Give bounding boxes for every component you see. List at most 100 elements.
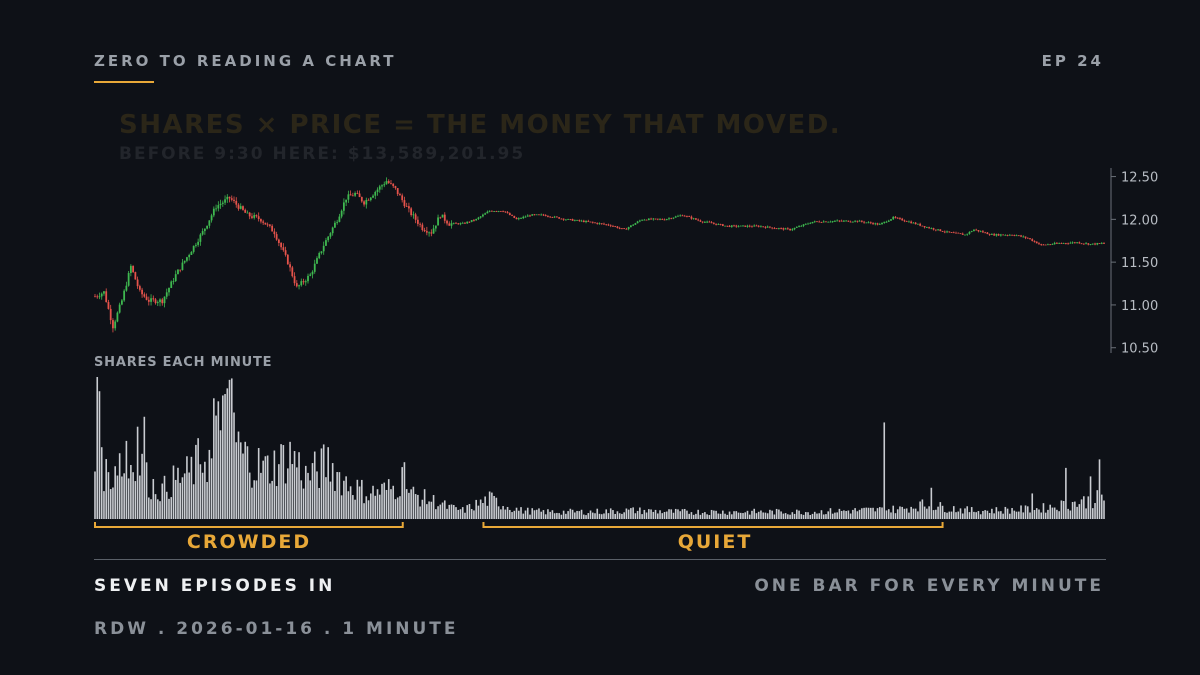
volume-bar — [493, 495, 495, 519]
volume-bar — [419, 506, 421, 519]
candle — [730, 224, 733, 228]
volume-bar — [1091, 508, 1094, 519]
candle — [780, 227, 783, 230]
candle — [316, 256, 318, 265]
candle-body — [1082, 243, 1085, 245]
volume-bar — [486, 505, 489, 519]
volume-bar — [648, 509, 650, 519]
volume-bar — [580, 509, 583, 519]
candle-body — [369, 197, 372, 201]
candle — [529, 214, 531, 217]
candle — [455, 222, 457, 224]
candle — [1031, 238, 1034, 242]
volume-bar — [706, 514, 708, 519]
volume-bar — [127, 478, 130, 519]
candle-body — [887, 220, 890, 222]
volume-bar — [908, 512, 910, 519]
volume-bar — [264, 456, 267, 519]
candle-body — [295, 283, 298, 287]
volume-bar — [343, 480, 345, 519]
candle-body — [607, 224, 610, 226]
volume-bar — [349, 486, 352, 519]
candle — [540, 213, 543, 216]
volume-bar — [621, 513, 623, 519]
candle-body — [717, 224, 720, 225]
candle-body — [795, 227, 798, 228]
volume-bar — [148, 497, 150, 519]
volume-bar — [446, 508, 448, 519]
volume-bar — [549, 511, 551, 519]
candle — [571, 218, 574, 221]
candle-body — [499, 211, 502, 212]
candle — [849, 220, 852, 223]
candle — [674, 215, 677, 218]
candle — [179, 269, 182, 273]
candle-body — [858, 220, 861, 222]
candle-body — [990, 234, 993, 235]
candle-body — [381, 185, 383, 187]
volume-bar — [562, 510, 565, 519]
candle-body — [138, 286, 141, 290]
candle — [488, 210, 491, 213]
candle-body — [885, 221, 888, 223]
volume-bar — [865, 507, 868, 519]
candle-body — [401, 195, 404, 201]
volume-bar — [874, 511, 877, 519]
volume-bar — [704, 512, 706, 519]
candle-body — [807, 223, 809, 225]
volume-bar — [421, 499, 424, 519]
volume-bar — [991, 508, 993, 519]
volume-bar — [565, 513, 567, 519]
candle — [769, 226, 771, 229]
volume-bar — [114, 466, 116, 519]
candle — [1080, 243, 1083, 245]
candle-body — [298, 285, 300, 287]
candle — [228, 196, 231, 203]
candle-body — [237, 204, 240, 209]
volume-bar — [226, 388, 229, 519]
volume-bar — [926, 508, 928, 519]
volume-bar — [338, 472, 341, 519]
candle-body — [360, 197, 363, 202]
candle-body — [300, 281, 303, 286]
volume-bar — [789, 514, 791, 519]
volume-bar — [636, 510, 639, 519]
volume-bar — [511, 512, 513, 519]
candle — [793, 227, 796, 231]
volume-bar — [237, 431, 240, 519]
volume-bar — [827, 511, 830, 519]
candle — [1091, 243, 1094, 245]
candle — [645, 219, 648, 221]
candle-body — [775, 228, 778, 230]
candle-body — [490, 210, 493, 212]
candle-body — [600, 223, 603, 225]
candle — [771, 227, 774, 230]
volume-bar — [513, 510, 516, 519]
candle — [524, 215, 527, 218]
volume-bar — [488, 491, 491, 519]
candle — [459, 222, 462, 226]
candle — [1056, 241, 1058, 244]
candle — [165, 288, 168, 300]
volume-bar — [813, 511, 816, 519]
volume-bar — [336, 472, 338, 519]
candle — [318, 251, 321, 260]
candle-body — [627, 227, 630, 230]
candle — [327, 235, 330, 243]
volume-bar — [141, 453, 143, 519]
volume-bar — [190, 456, 193, 519]
volume-bar — [152, 479, 155, 519]
candle — [1078, 241, 1081, 244]
candle-body — [1004, 234, 1007, 236]
candle-body — [533, 214, 536, 216]
candle — [636, 220, 639, 224]
candle — [979, 230, 982, 233]
candle-body — [952, 232, 955, 234]
candle — [905, 220, 908, 222]
candle-body — [437, 217, 439, 226]
candle-body — [354, 193, 356, 196]
candle-body — [674, 216, 677, 218]
candle-body — [468, 221, 471, 223]
volume-bar — [199, 464, 202, 519]
volume-bar — [858, 509, 861, 519]
